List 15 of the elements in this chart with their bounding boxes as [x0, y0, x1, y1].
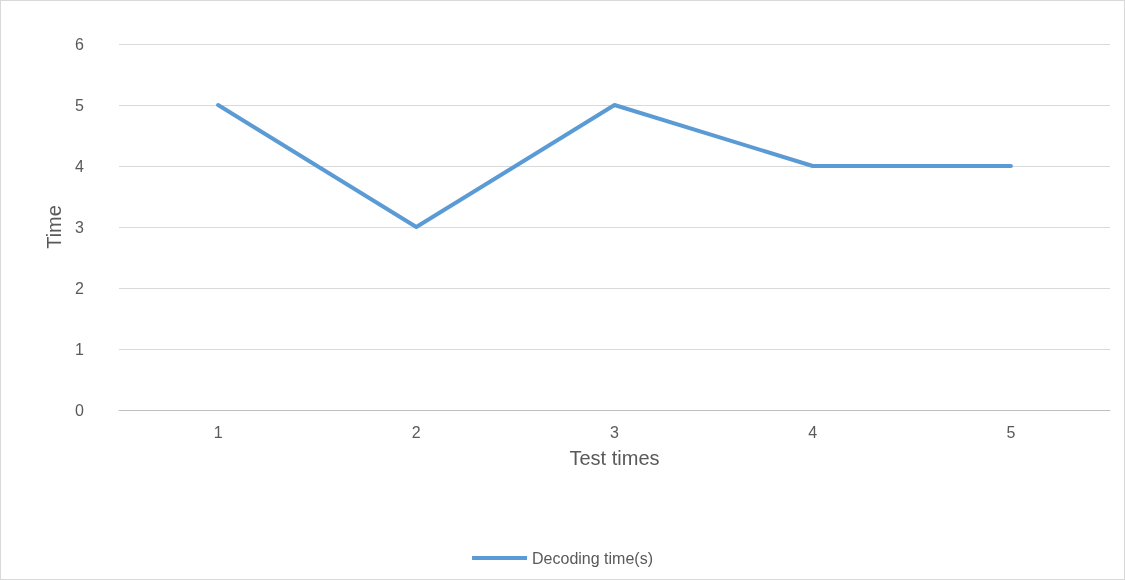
- y-tick-label: 0: [75, 401, 85, 419]
- y-tick-label: 6: [75, 35, 85, 53]
- x-tick-label: 2: [411, 423, 421, 441]
- y-tick-label: 4: [75, 157, 85, 175]
- x-axis-title: Test times: [569, 447, 660, 469]
- legend-label: Decoding time(s): [532, 549, 653, 567]
- y-axis-title: Time: [43, 205, 66, 249]
- x-tick-label: 3: [610, 423, 620, 441]
- y-tick-label: 3: [75, 218, 85, 236]
- y-tick-label: 2: [75, 279, 85, 297]
- y-tick-label: 5: [75, 96, 85, 114]
- x-tick-label: 4: [808, 423, 818, 441]
- x-tick-label: 5: [1006, 423, 1016, 441]
- y-tick-label: 1: [75, 340, 85, 358]
- x-tick-label: 1: [213, 423, 223, 441]
